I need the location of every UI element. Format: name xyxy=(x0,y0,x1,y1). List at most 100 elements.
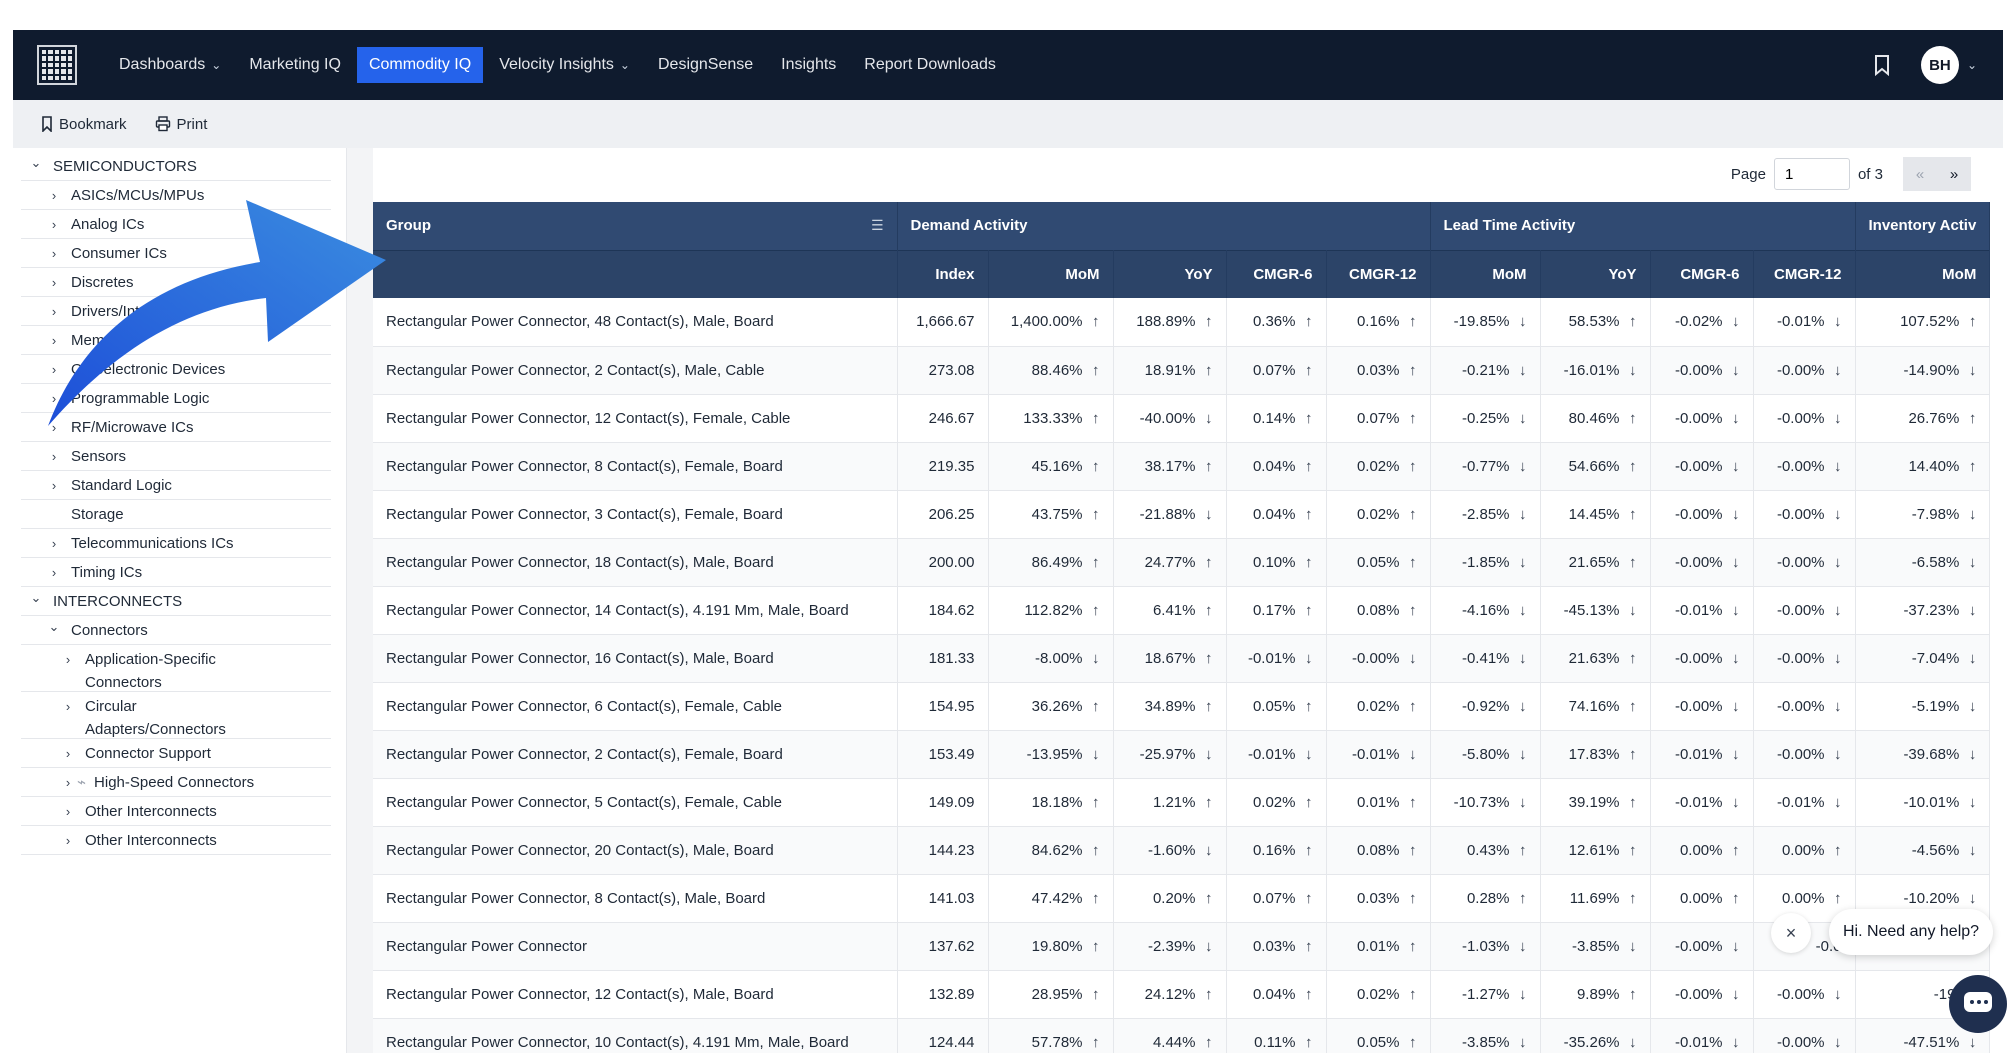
column-header-cmgr-12[interactable]: CMGR-12 xyxy=(1753,249,1856,298)
arrow-up-icon: ↑ xyxy=(1205,457,1213,475)
table-row[interactable]: Rectangular Power Connector, 8 Contact(s… xyxy=(373,442,1991,491)
app-logo-icon[interactable] xyxy=(37,45,77,85)
table-row[interactable]: Rectangular Power Connector, 10 Contact(… xyxy=(373,1018,1991,1053)
bookmark-icon[interactable] xyxy=(1873,54,1891,76)
table-row[interactable]: Rectangular Power Connector, 12 Contact(… xyxy=(373,970,1991,1019)
cell-value: -0.01% xyxy=(1247,745,1296,763)
sidebar-item-discretes[interactable]: › Discretes xyxy=(21,268,331,297)
nav-item-velocity-insights[interactable]: Velocity Insights ⌄ xyxy=(487,47,642,83)
page-number-input[interactable] xyxy=(1773,158,1850,190)
nav-item-label: Marketing IQ xyxy=(249,56,341,73)
value-cell: 0.02% ↑ xyxy=(1326,442,1431,491)
nav-item-commodity-iq[interactable]: Commodity IQ xyxy=(356,47,484,83)
chat-launcher-button[interactable] xyxy=(1949,975,2007,1033)
group-name-cell: Rectangular Power Connector, 8 Contact(s… xyxy=(373,442,898,491)
close-chat-prompt-button[interactable]: × xyxy=(1771,913,1811,953)
cell-value: -10.20% xyxy=(1903,889,1960,907)
table-row[interactable]: Rectangular Power Connector, 3 Contact(s… xyxy=(373,490,1991,539)
sidebar-item-memory[interactable]: › Memory xyxy=(21,326,331,355)
chat-prompt-bubble[interactable]: Hi. Need any help? xyxy=(1829,909,1993,955)
column-header-cmgr-12[interactable]: CMGR-12 xyxy=(1326,249,1431,298)
nav-item-report-downloads[interactable]: Report Downloads xyxy=(852,47,1008,83)
sidebar-item-standard-logic[interactable]: › Standard Logic xyxy=(21,471,331,500)
cell-value: 0.02% xyxy=(1356,697,1400,715)
page-total-label: of 3 xyxy=(1857,165,1883,183)
arrow-down-icon: ↓ xyxy=(1519,697,1527,715)
value-cell: -5.80% ↓ xyxy=(1430,730,1541,779)
column-header-mom[interactable]: MoM xyxy=(988,249,1114,298)
cell-value: 1,666.67 xyxy=(916,313,975,331)
value-cell: 0.02% ↑ xyxy=(1326,490,1431,539)
nav-item-designsense[interactable]: DesignSense xyxy=(646,47,765,83)
sidebar-item-other-interconnects[interactable]: › Other Interconnects xyxy=(21,826,331,855)
sidebar-item-sensors[interactable]: › Sensors xyxy=(21,442,331,471)
value-cell: -0.01% ↓ xyxy=(1650,586,1754,635)
arrow-down-icon: ↓ xyxy=(1519,1033,1527,1051)
cell-value: 24.77% xyxy=(1144,553,1196,571)
sidebar-item-consumer-ics[interactable]: › Consumer ICs xyxy=(21,239,331,268)
table-row[interactable]: Rectangular Power Connector, 12 Contact(… xyxy=(373,394,1991,443)
printer-icon xyxy=(155,116,170,132)
previous-page-button[interactable]: « xyxy=(1903,157,1937,191)
filter-icon[interactable]: ☰ xyxy=(870,217,884,234)
table-row[interactable]: Rectangular Power Connector, 20 Contact(… xyxy=(373,826,1991,875)
sidebar-item-connector-support[interactable]: › Connector Support xyxy=(21,739,331,768)
arrow-up-icon: ↑ xyxy=(1305,889,1313,907)
sidebar-item-timing-ics[interactable]: › Timing ICs xyxy=(21,558,331,587)
sidebar-item-other-interconnects[interactable]: › Other Interconnects xyxy=(21,797,331,826)
cell-value: 21.65% xyxy=(1568,553,1620,571)
table-row[interactable]: Rectangular Power Connector, 14 Contact(… xyxy=(373,586,1991,635)
sidebar-item-connectors[interactable]: ⌄ Connectors xyxy=(21,616,331,645)
column-header-index[interactable]: Index xyxy=(897,249,989,298)
value-cell: 0.04% ↑ xyxy=(1226,442,1327,491)
group-name-cell: Rectangular Power Connector, 6 Contact(s… xyxy=(373,682,898,731)
column-header-cmgr-6[interactable]: CMGR-6 xyxy=(1650,249,1754,298)
avatar[interactable]: BH xyxy=(1920,46,1959,84)
nav-item-marketing-iq[interactable]: Marketing IQ xyxy=(237,47,353,83)
arrow-down-icon: ↓ xyxy=(1968,553,1977,571)
table-row[interactable]: Rectangular Power Connector 137.62 19.80% ↑… xyxy=(373,922,1991,971)
column-header-yoy[interactable]: YoY xyxy=(1540,249,1651,298)
sidebar-item-programmable-logic[interactable]: › Programmable Logic xyxy=(21,384,331,413)
sidebar-item-interconnects[interactable]: ⌄ INTERCONNECTS xyxy=(21,587,331,616)
sidebar-item-analog-ics[interactable]: › Analog ICs xyxy=(21,210,331,239)
value-cell: 0.16% ↑ xyxy=(1326,298,1431,347)
sidebar-item-semiconductors[interactable]: ⌄ SEMICONDUCTORS xyxy=(21,152,331,181)
table-row[interactable]: Rectangular Power Connector, 2 Contact(s… xyxy=(373,346,1991,395)
sidebar-item-storage[interactable]: Storage xyxy=(21,500,331,529)
sidebar-item-application-specific-connectors[interactable]: › Application-Specific Connectors xyxy=(21,645,331,692)
table-row[interactable]: Rectangular Power Connector, 18 Contact(… xyxy=(373,538,1991,587)
table-row[interactable]: Rectangular Power Connector, 8 Contact(s… xyxy=(373,874,1991,923)
group-column-header[interactable]: Group ☰ xyxy=(373,202,898,250)
user-menu[interactable]: BH ⌄ xyxy=(1920,46,1977,84)
arrow-up-icon: ↑ xyxy=(1629,409,1637,427)
sidebar-item-asics-mcus-mpus[interactable]: › ASICs/MCUs/MPUs xyxy=(21,181,331,210)
nav-item-dashboards[interactable]: Dashboards ⌄ xyxy=(107,47,233,83)
table-row[interactable]: Rectangular Power Connector, 6 Contact(s… xyxy=(373,682,1991,731)
next-page-button[interactable]: » xyxy=(1937,157,1971,191)
nav-item-insights[interactable]: Insights xyxy=(769,47,848,83)
bookmark-button[interactable]: Bookmark xyxy=(41,116,127,133)
table-row[interactable]: Rectangular Power Connector, 2 Contact(s… xyxy=(373,730,1991,779)
column-header-mom[interactable]: MoM xyxy=(1855,249,1991,298)
cell-value: 86.49% xyxy=(1031,553,1083,571)
table-row[interactable]: Rectangular Power Connector, 48 Contact(… xyxy=(373,298,1991,347)
sidebar-item-optoelectronic-devices[interactable]: › Optoelectronic Devices xyxy=(21,355,331,384)
sidebar-item-drivers-interfaces[interactable]: › Drivers/Interfaces xyxy=(21,297,331,326)
cell-value: 0.05% xyxy=(1252,697,1296,715)
column-header-cmgr-6[interactable]: CMGR-6 xyxy=(1226,249,1327,298)
print-button[interactable]: Print xyxy=(155,116,207,133)
cell-value: 88.46% xyxy=(1031,361,1083,379)
value-cell: 107.52% ↑ xyxy=(1855,298,1991,347)
sidebar-item-rf-microwave-ics[interactable]: › RF/Microwave ICs xyxy=(21,413,331,442)
sidebar-item-high-speed-connectors[interactable]: › ⌁ High-Speed Connectors xyxy=(21,768,331,797)
column-header-mom[interactable]: MoM xyxy=(1430,249,1541,298)
cell-value: -0.01% xyxy=(1674,601,1723,619)
table-row[interactable]: Rectangular Power Connector, 16 Contact(… xyxy=(373,634,1991,683)
column-header-yoy[interactable]: YoY xyxy=(1113,249,1227,298)
value-cell: 17.83% ↑ xyxy=(1540,730,1651,779)
sidebar-item-circular-adapters-connectors[interactable]: › Circular Adapters/Connectors xyxy=(21,692,331,739)
sidebar-item-label: Standard Logic xyxy=(71,477,172,494)
table-row[interactable]: Rectangular Power Connector, 5 Contact(s… xyxy=(373,778,1991,827)
sidebar-item-telecommunications-ics[interactable]: › Telecommunications ICs xyxy=(21,529,331,558)
